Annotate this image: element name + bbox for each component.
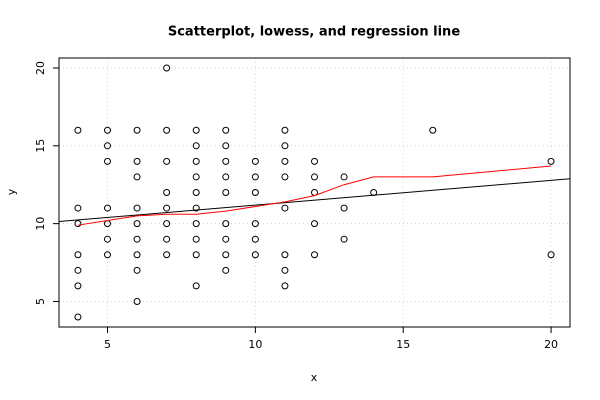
point bbox=[281, 126, 289, 134]
point bbox=[133, 266, 141, 274]
y-tick-label: 20 bbox=[34, 61, 47, 75]
point bbox=[281, 282, 289, 290]
point bbox=[163, 189, 171, 196]
point bbox=[251, 157, 259, 165]
x-axis-label: x bbox=[311, 371, 318, 384]
point bbox=[133, 157, 141, 165]
point bbox=[163, 126, 171, 134]
chart-title: Scatterplot, lowess, and regression line bbox=[168, 25, 460, 40]
point bbox=[192, 173, 200, 181]
point bbox=[74, 220, 82, 228]
y-axis-label: y bbox=[5, 188, 18, 195]
point bbox=[311, 220, 318, 228]
plot-frame bbox=[58, 57, 571, 328]
point bbox=[192, 235, 200, 243]
point bbox=[74, 204, 82, 212]
point bbox=[133, 173, 141, 181]
regression-line bbox=[59, 178, 570, 223]
point bbox=[192, 142, 200, 150]
point bbox=[222, 126, 230, 134]
point bbox=[74, 266, 82, 274]
point bbox=[251, 173, 259, 181]
point bbox=[547, 157, 555, 165]
point bbox=[281, 204, 289, 212]
point bbox=[163, 220, 171, 228]
point bbox=[133, 251, 141, 259]
x-tick-label: 10 bbox=[248, 338, 262, 351]
point bbox=[222, 251, 230, 259]
point bbox=[192, 204, 200, 212]
point bbox=[163, 64, 171, 72]
point bbox=[74, 282, 82, 290]
point bbox=[133, 220, 141, 228]
point bbox=[192, 251, 200, 259]
y-tick-label: 10 bbox=[34, 217, 47, 231]
point bbox=[133, 235, 141, 243]
point bbox=[103, 126, 111, 134]
point bbox=[340, 204, 348, 212]
point bbox=[103, 142, 111, 150]
point bbox=[281, 251, 289, 259]
point bbox=[222, 235, 230, 243]
point bbox=[133, 297, 141, 305]
point bbox=[192, 282, 200, 290]
point bbox=[163, 235, 171, 243]
point bbox=[222, 266, 230, 274]
point bbox=[547, 251, 555, 259]
point bbox=[163, 157, 171, 165]
point bbox=[251, 220, 259, 228]
point bbox=[251, 235, 259, 243]
point bbox=[222, 142, 230, 150]
point bbox=[222, 157, 230, 165]
point bbox=[74, 126, 82, 134]
x-tick-label: 5 bbox=[104, 338, 111, 351]
point bbox=[281, 266, 289, 274]
point bbox=[311, 173, 318, 181]
point bbox=[133, 126, 141, 134]
point bbox=[103, 251, 111, 259]
point bbox=[163, 251, 171, 259]
point bbox=[281, 142, 289, 150]
point bbox=[192, 220, 200, 228]
point bbox=[222, 189, 230, 196]
point bbox=[103, 235, 111, 243]
y-tick-label: 5 bbox=[34, 298, 47, 305]
point bbox=[429, 126, 437, 134]
point bbox=[281, 173, 289, 181]
point bbox=[74, 251, 82, 259]
point bbox=[192, 157, 200, 165]
point bbox=[222, 173, 230, 181]
point bbox=[311, 251, 318, 259]
point bbox=[340, 235, 348, 243]
point bbox=[222, 220, 230, 228]
point bbox=[133, 204, 141, 212]
point bbox=[103, 204, 111, 212]
point bbox=[192, 126, 200, 134]
point bbox=[340, 173, 348, 181]
point bbox=[251, 189, 259, 196]
point bbox=[192, 189, 200, 196]
plot-lines bbox=[59, 165, 570, 226]
y-tick-label: 15 bbox=[34, 139, 47, 153]
point bbox=[74, 313, 82, 321]
point bbox=[311, 157, 318, 165]
lowess-line bbox=[77, 165, 552, 226]
point bbox=[251, 251, 259, 259]
x-tick-label: 20 bbox=[544, 338, 558, 351]
point bbox=[281, 157, 289, 165]
point bbox=[103, 157, 111, 165]
point bbox=[163, 204, 171, 212]
x-tick-label: 15 bbox=[396, 338, 410, 351]
